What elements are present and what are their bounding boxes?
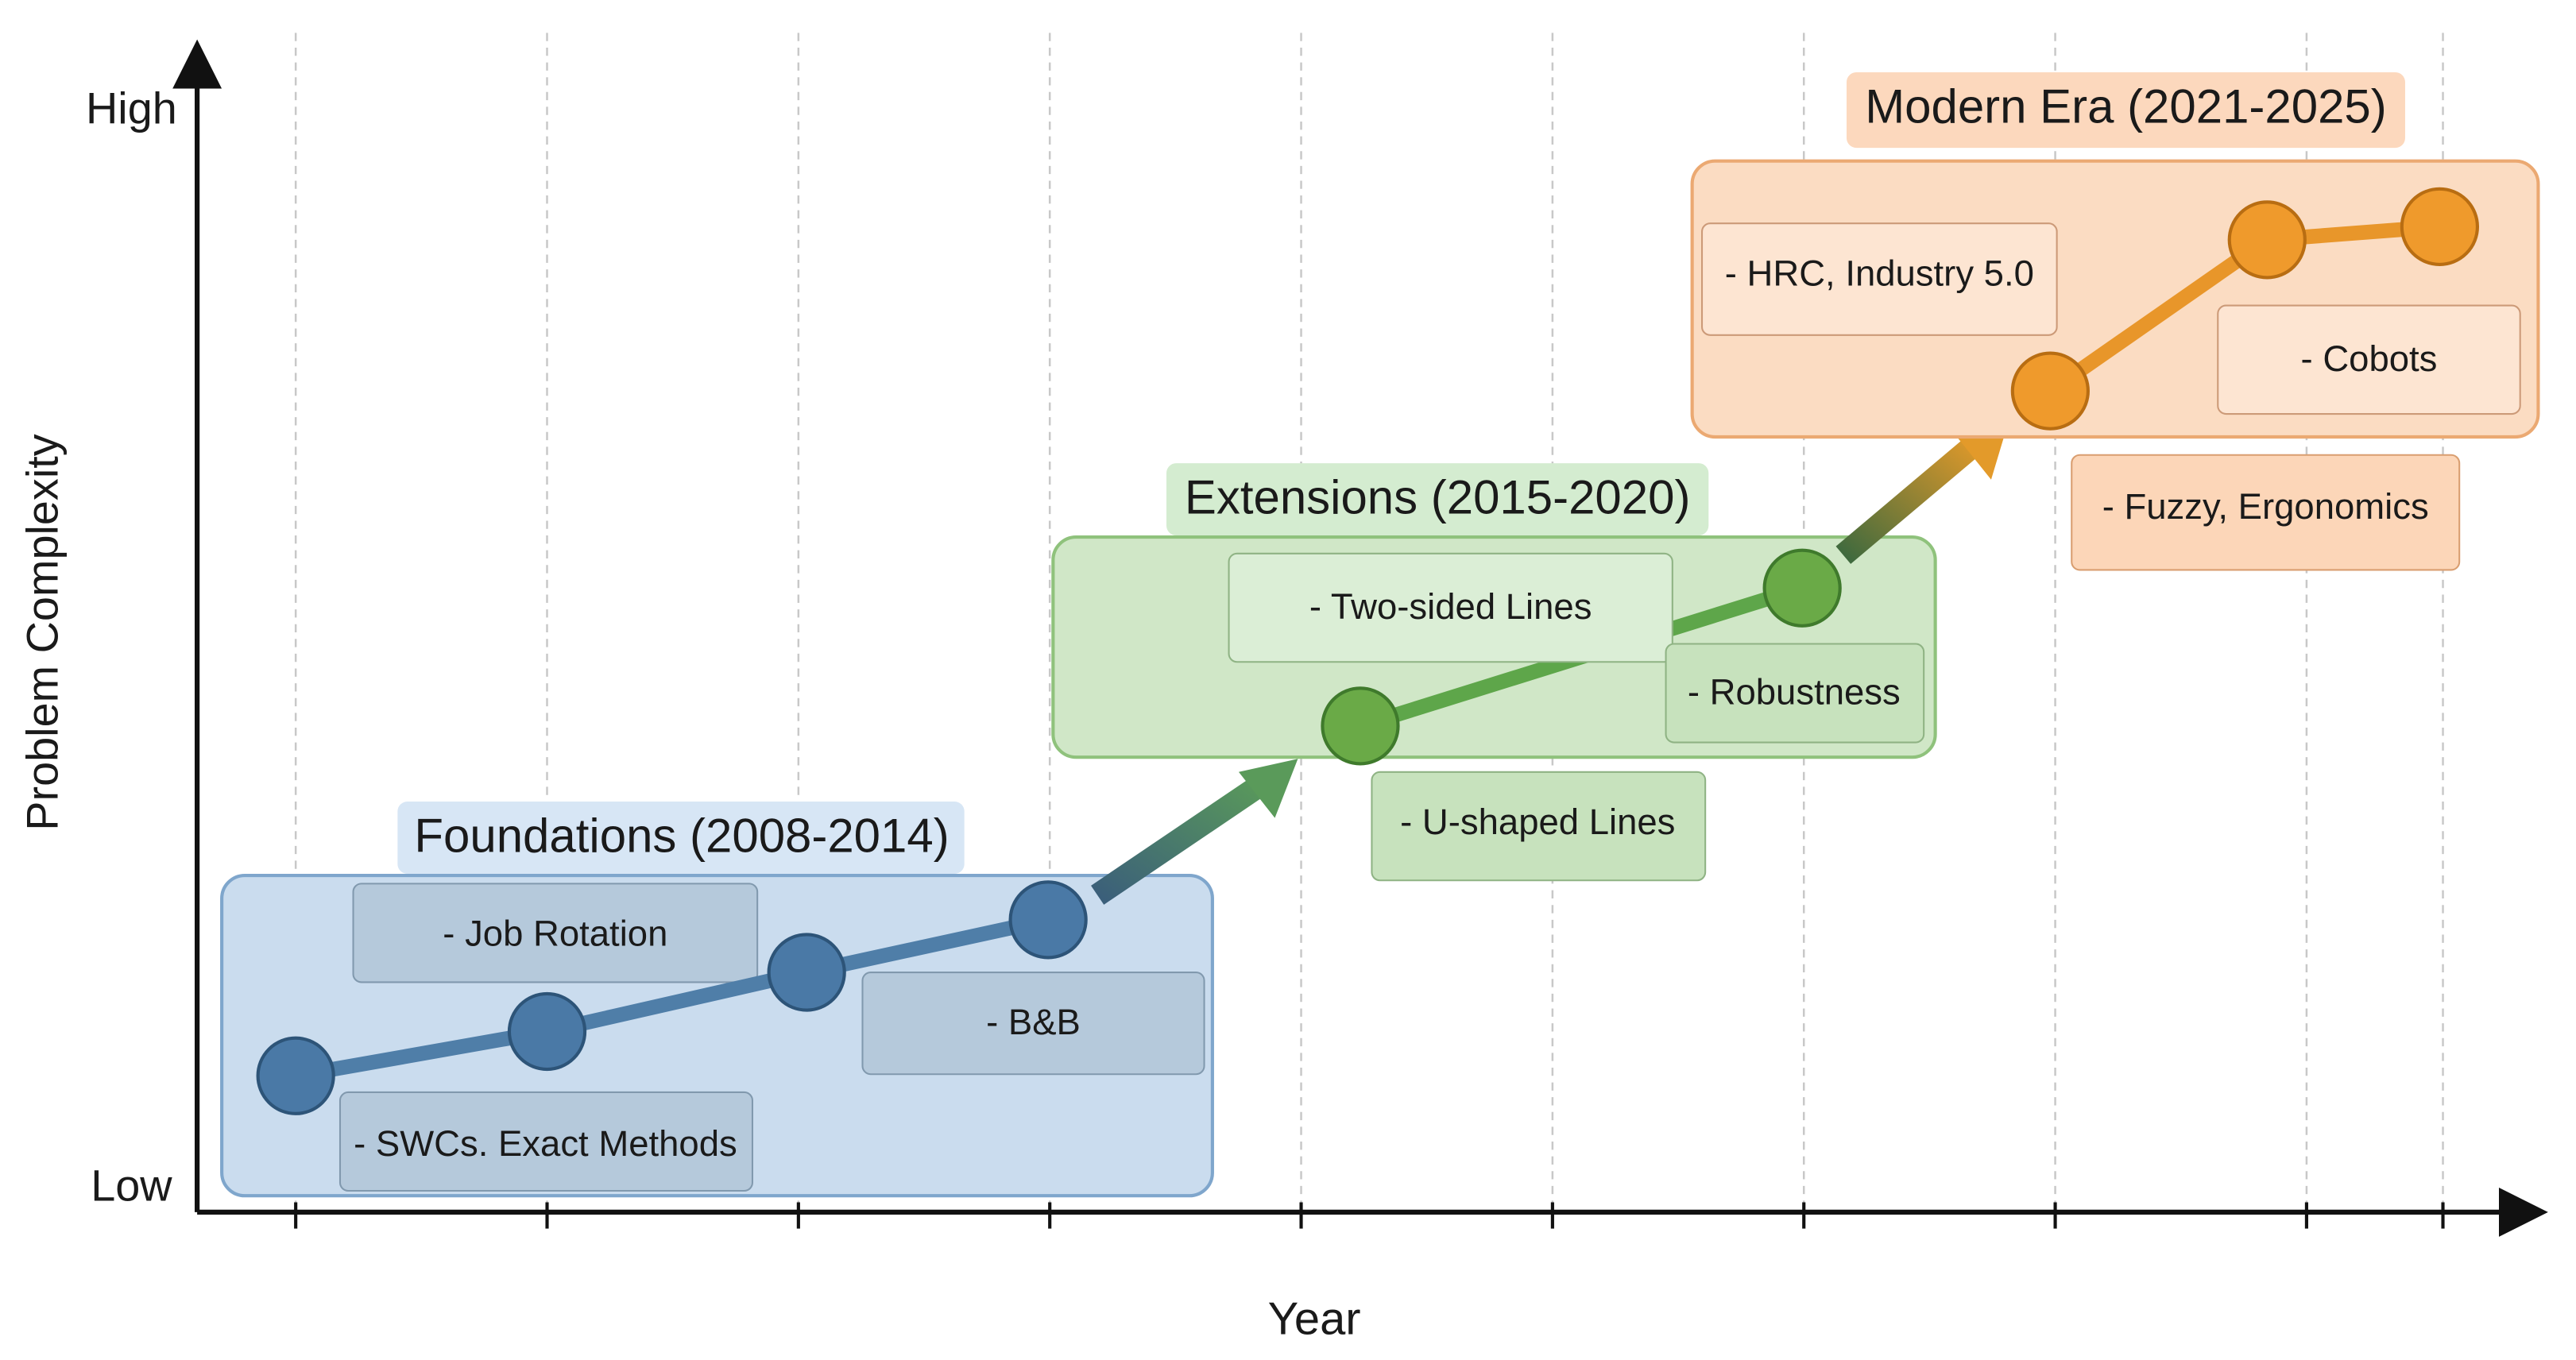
item: - Two-sided Lines <box>1309 586 1592 627</box>
item-box <box>2217 304 2521 415</box>
era-title: Extensions (2015-2020) <box>1185 470 1691 524</box>
trend-line <box>294 912 1050 1084</box>
y-label: Problem Complexity <box>17 434 68 830</box>
item-box <box>1701 222 2058 336</box>
item: - SWCs. Exact Methods <box>354 1123 737 1164</box>
nodes <box>1321 548 1842 766</box>
item-box <box>338 1091 753 1192</box>
item: - Fuzzy, Ergonomics <box>2102 486 2429 527</box>
arrow-shaft <box>1091 772 1272 905</box>
arrow-shaft <box>1835 431 1987 564</box>
era-title: Foundations (2008-2014) <box>414 809 949 862</box>
item-box <box>2071 454 2461 571</box>
era-title-bg <box>1166 463 1709 536</box>
x-label: Year <box>1268 1294 1361 1345</box>
nodes <box>256 880 1088 1115</box>
item: - Cobots <box>2301 338 2438 379</box>
nodes <box>2010 187 2480 431</box>
item-box <box>1371 771 1707 882</box>
item-box <box>1665 643 1925 744</box>
y-high: High <box>86 83 177 133</box>
item: - HRC, Industry 5.0 <box>1725 253 2034 293</box>
era-title: Modern Era (2021-2025) <box>1865 79 2387 133</box>
ticks <box>294 1202 2445 1229</box>
y-low: Low <box>91 1161 172 1211</box>
item: - Job Rotation <box>443 914 667 954</box>
item-box <box>861 971 1205 1076</box>
item-box <box>352 883 759 983</box>
item: - B&B <box>986 1002 1081 1042</box>
era-title-bg <box>397 802 965 874</box>
item-box <box>1228 552 1673 663</box>
era-title-bg <box>1846 71 2405 149</box>
item: - Robustness <box>1688 672 1901 713</box>
item: - U-shaped Lines <box>1400 802 1675 842</box>
arrow-head <box>1238 759 1298 818</box>
